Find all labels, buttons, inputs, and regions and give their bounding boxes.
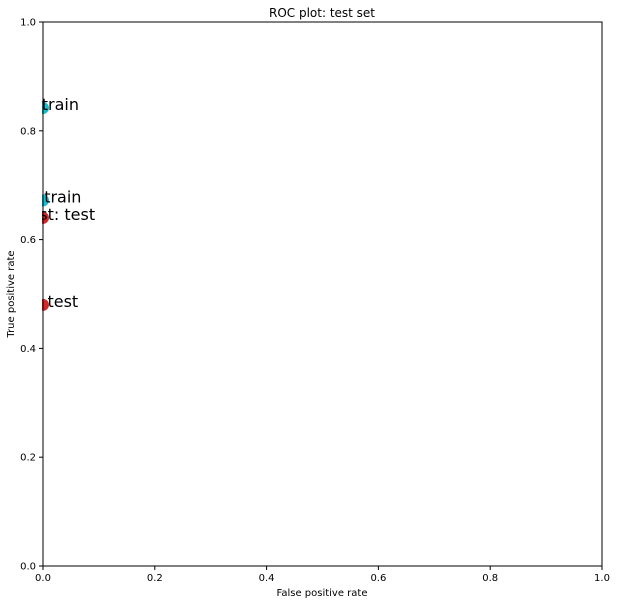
point-label: prc: test <box>12 292 78 311</box>
x-axis: 0.0 0.2 0.4 0.6 0.8 1.0 <box>35 566 610 584</box>
x-tick-label: 0.4 <box>259 573 275 584</box>
point-label: nn: train <box>11 95 79 114</box>
x-tick-label: 0.6 <box>370 573 386 584</box>
data-point <box>42 298 49 311</box>
y-tick-label: 0.4 <box>20 344 36 355</box>
x-tick-label: 0.2 <box>147 573 163 584</box>
y-tick-label: 1.0 <box>20 18 36 29</box>
point-label: nn_test: test <box>0 205 95 225</box>
y-axis-label: True positive rate <box>6 250 17 338</box>
chart-title: ROC plot: test set <box>269 6 375 20</box>
data-point <box>42 211 49 224</box>
y-tick-label: 0.0 <box>20 562 36 573</box>
data-point <box>42 101 49 114</box>
point-label: prc: train <box>9 187 82 206</box>
data-point <box>42 194 49 207</box>
x-tick-label: 0.8 <box>482 573 498 584</box>
y-tick-label: 0.6 <box>20 235 36 246</box>
y-tick-label: 0.2 <box>20 453 36 464</box>
y-axis: 0.0 0.2 0.4 0.6 0.8 1.0 <box>20 18 43 573</box>
y-tick-label: 0.8 <box>20 126 36 137</box>
plot-frame <box>42 21 603 567</box>
x-tick-label: 1.0 <box>594 573 610 584</box>
x-axis-label: False positive rate <box>277 588 368 599</box>
x-tick-label: 0.0 <box>35 573 51 584</box>
